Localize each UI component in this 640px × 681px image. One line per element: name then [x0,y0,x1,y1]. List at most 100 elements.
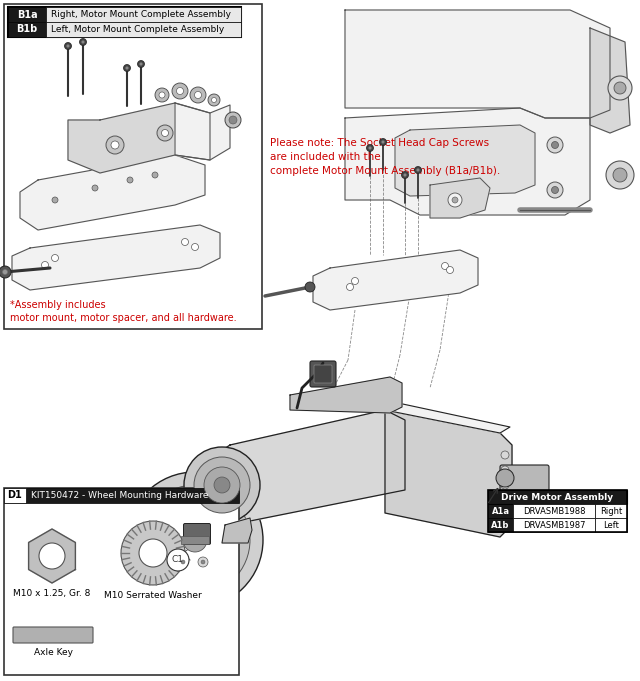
Bar [595,518,627,532]
Circle shape [67,44,70,48]
Circle shape [178,557,188,567]
Circle shape [194,457,250,513]
Circle shape [452,197,458,203]
Circle shape [496,469,514,487]
Circle shape [161,129,168,136]
Circle shape [305,282,315,292]
Polygon shape [345,108,590,215]
Circle shape [127,177,133,183]
Bar [488,518,513,532]
Circle shape [367,144,374,151]
Circle shape [442,262,449,270]
Circle shape [547,182,563,198]
Circle shape [211,97,216,103]
Circle shape [39,543,65,569]
FancyBboxPatch shape [13,627,93,643]
Circle shape [138,61,145,67]
Circle shape [447,266,454,274]
Polygon shape [385,403,510,433]
Text: Right, Motor Mount Complete Assembly: Right, Motor Mount Complete Assembly [51,10,231,19]
Circle shape [198,557,208,567]
Circle shape [65,42,72,50]
Circle shape [177,87,184,95]
Circle shape [501,481,509,489]
Circle shape [417,168,419,172]
Circle shape [201,560,205,564]
Circle shape [204,467,240,503]
FancyBboxPatch shape [184,524,211,545]
Circle shape [351,277,358,285]
Circle shape [448,193,462,207]
Polygon shape [313,250,478,310]
Circle shape [614,82,626,94]
Circle shape [552,142,559,148]
Text: Please note: The Socket Head Cap Screws
are included with the
complete Motor Mou: Please note: The Socket Head Cap Screws … [270,138,500,176]
Circle shape [181,560,185,564]
Text: M10 Serrated Washer: M10 Serrated Washer [104,591,202,600]
Circle shape [613,168,627,182]
Circle shape [380,138,387,146]
Text: Left: Left [603,520,619,530]
Bar [513,504,595,518]
Circle shape [501,493,509,501]
Circle shape [403,174,406,176]
Polygon shape [222,518,252,543]
Text: C1: C1 [172,556,184,565]
Polygon shape [345,10,610,118]
Circle shape [369,146,371,150]
Bar [181,536,209,544]
FancyBboxPatch shape [500,465,549,491]
Bar [488,490,627,504]
Text: KIT150472 - Wheel Mounting Hardware: KIT150472 - Wheel Mounting Hardware [31,491,209,500]
Polygon shape [590,28,630,133]
Polygon shape [395,125,535,196]
Circle shape [225,112,241,128]
Circle shape [552,187,559,193]
Circle shape [139,539,167,567]
Circle shape [229,116,237,124]
Bar [4,4,262,329]
Circle shape [606,161,634,189]
Circle shape [190,87,206,103]
Text: *Assembly includes
motor mount, motor spacer, and all hardware.: *Assembly includes motor mount, motor sp… [10,300,237,323]
Bar [46,7,241,22]
Circle shape [165,510,225,570]
Circle shape [346,283,353,291]
Text: Drive Motor Assembly: Drive Motor Assembly [501,492,614,501]
Bar [8,22,46,37]
Circle shape [51,255,58,262]
Circle shape [127,472,263,608]
Text: A1a: A1a [492,507,509,516]
Circle shape [547,137,563,153]
Polygon shape [385,410,512,537]
Circle shape [184,447,260,523]
Text: A1b: A1b [492,520,509,530]
Bar [4,488,26,503]
Circle shape [401,172,408,178]
Bar [4,488,239,675]
Circle shape [159,92,165,98]
FancyBboxPatch shape [314,365,332,383]
Circle shape [111,141,119,149]
Polygon shape [290,377,402,413]
Circle shape [92,185,98,191]
Circle shape [0,266,11,278]
Circle shape [172,83,188,99]
Polygon shape [68,103,210,173]
Bar [8,7,241,37]
Circle shape [52,197,58,203]
Circle shape [121,521,185,585]
Bar [488,504,513,518]
Polygon shape [215,410,405,525]
Text: DRVASMB1988: DRVASMB1988 [523,507,585,516]
Text: M10 x 1.25, Gr. 8: M10 x 1.25, Gr. 8 [13,589,91,598]
Text: Left, Motor Mount Complete Assembly: Left, Motor Mount Complete Assembly [51,25,224,34]
Circle shape [79,39,86,46]
Bar [4,488,239,503]
Circle shape [125,67,129,69]
Circle shape [157,125,173,141]
Bar [513,518,595,532]
Text: DRVASMB1987: DRVASMB1987 [523,520,585,530]
Circle shape [182,238,189,245]
Circle shape [81,40,84,44]
